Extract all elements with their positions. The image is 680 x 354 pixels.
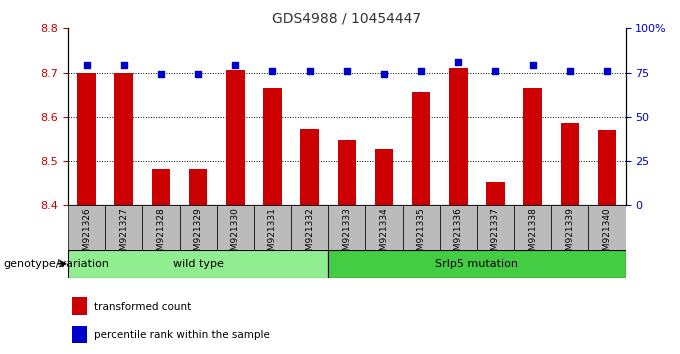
Bar [551,205,588,250]
Text: GSM921328: GSM921328 [156,207,165,262]
Bar [72,326,86,343]
Bar [105,205,142,250]
Bar [449,68,468,205]
Bar [78,73,96,205]
Text: GSM921329: GSM921329 [194,207,203,262]
Point [267,68,278,74]
Text: GSM921333: GSM921333 [342,207,352,262]
Text: GSM921334: GSM921334 [379,207,388,262]
Text: GSM921332: GSM921332 [305,207,314,262]
Bar [68,250,328,278]
Point [602,68,613,74]
Bar [412,92,430,205]
Bar [68,205,105,250]
Text: wild type: wild type [173,259,224,269]
Bar [217,205,254,250]
Bar [263,88,282,205]
Bar [226,70,245,205]
Bar [403,205,440,250]
Text: genotype/variation: genotype/variation [3,259,109,269]
Point [230,63,241,68]
Text: percentile rank within the sample: percentile rank within the sample [94,330,270,340]
Bar [189,170,207,205]
Bar [72,297,86,315]
Bar [152,169,170,205]
Bar [588,205,626,250]
Bar [328,205,365,250]
Text: GSM921326: GSM921326 [82,207,91,262]
Point [527,63,538,68]
Bar [291,205,328,250]
Bar [598,130,616,205]
Bar [440,205,477,250]
Bar [337,140,356,205]
Bar [328,250,626,278]
Bar [365,205,403,250]
Title: GDS4988 / 10454447: GDS4988 / 10454447 [272,12,422,26]
Text: GSM921330: GSM921330 [231,207,240,262]
Bar [514,205,551,250]
Point [453,59,464,65]
Text: transformed count: transformed count [94,302,192,312]
Text: GSM921327: GSM921327 [119,207,129,262]
Point [81,63,92,68]
Point [490,68,501,74]
Bar [180,205,217,250]
Bar [560,122,579,205]
Point [379,72,390,77]
Bar [477,205,514,250]
Point [341,68,352,74]
Text: GSM921336: GSM921336 [454,207,463,262]
Bar [114,73,133,205]
Bar [254,205,291,250]
Text: GSM921337: GSM921337 [491,207,500,262]
Text: GSM921340: GSM921340 [602,207,611,262]
Text: GSM921339: GSM921339 [565,207,575,262]
Point [564,68,575,74]
Bar [524,88,542,205]
Text: GSM921335: GSM921335 [417,207,426,262]
Text: Srlp5 mutation: Srlp5 mutation [435,259,518,269]
Point [156,72,167,77]
Point [118,63,129,68]
Bar [375,149,393,205]
Point [415,68,426,74]
Bar [142,205,180,250]
Bar [301,129,319,205]
Point [304,68,315,74]
Text: GSM921331: GSM921331 [268,207,277,262]
Text: GSM921338: GSM921338 [528,207,537,262]
Bar [486,182,505,205]
Point [192,72,203,77]
